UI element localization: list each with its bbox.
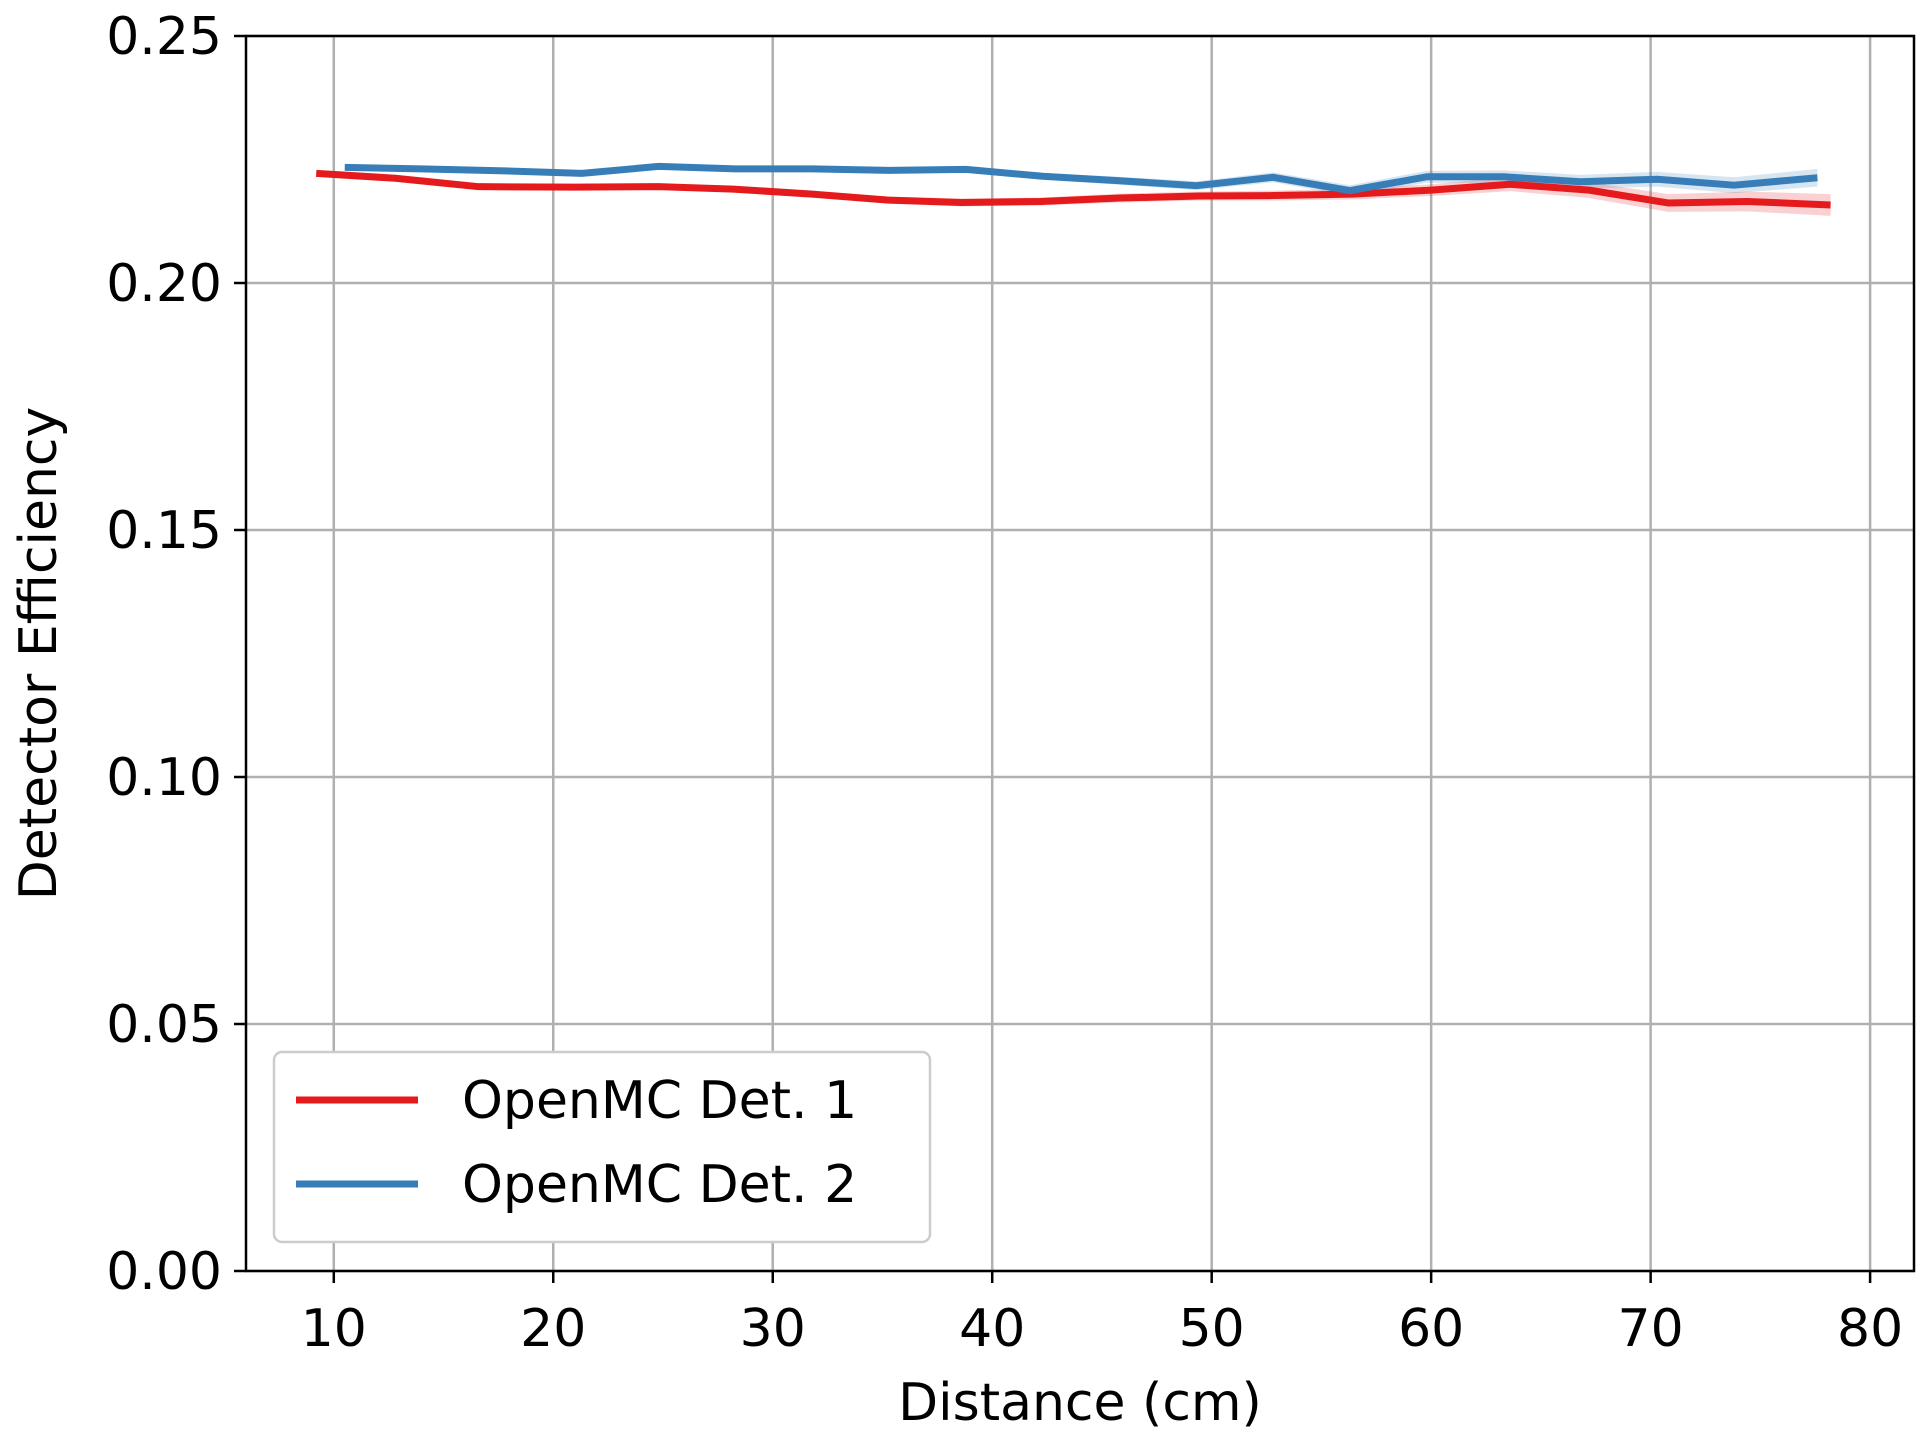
series-lines bbox=[316, 162, 1831, 209]
legend-box bbox=[272, 1050, 932, 1244]
x-tick-label: 30 bbox=[740, 1299, 806, 1359]
legend-label-det2: OpenMC Det. 2 bbox=[462, 1155, 857, 1215]
legend-label-det1: OpenMC Det. 1 bbox=[462, 1071, 857, 1131]
x-tick-label: 70 bbox=[1618, 1299, 1684, 1359]
series-line-1 bbox=[316, 169, 1831, 209]
x-tick-label: 40 bbox=[959, 1299, 1025, 1359]
x-tick-label: 80 bbox=[1837, 1299, 1903, 1359]
y-tick-label: 0.10 bbox=[106, 748, 222, 808]
y-tick-label: 0.25 bbox=[106, 7, 222, 67]
x-tick-label: 50 bbox=[1179, 1299, 1245, 1359]
axis-ticks bbox=[234, 34, 1872, 1283]
error-band-1 bbox=[316, 171, 1831, 216]
legend: OpenMC Det. 1 OpenMC Det. 2 bbox=[272, 1050, 932, 1244]
series-line-2 bbox=[344, 162, 1818, 195]
x-tick-label: 10 bbox=[301, 1299, 367, 1359]
plot-frame bbox=[244, 34, 1916, 1273]
y-tick-label: 0.00 bbox=[106, 1242, 222, 1302]
y-tick-label: 0.05 bbox=[106, 995, 222, 1055]
x-tick-label: 20 bbox=[520, 1299, 586, 1359]
x-tick-label: 60 bbox=[1398, 1299, 1464, 1359]
y-tick-label: 0.15 bbox=[106, 501, 222, 561]
y-axis-label: Detector Efficiency bbox=[9, 407, 69, 901]
x-axis-label: Distance (cm) bbox=[898, 1373, 1262, 1433]
y-tick-label: 0.20 bbox=[106, 254, 222, 314]
tick-labels: 10 20 30 40 50 60 70 80 0.00 0.05 0.10 0.15 0.20 0.25 bbox=[106, 7, 1903, 1359]
